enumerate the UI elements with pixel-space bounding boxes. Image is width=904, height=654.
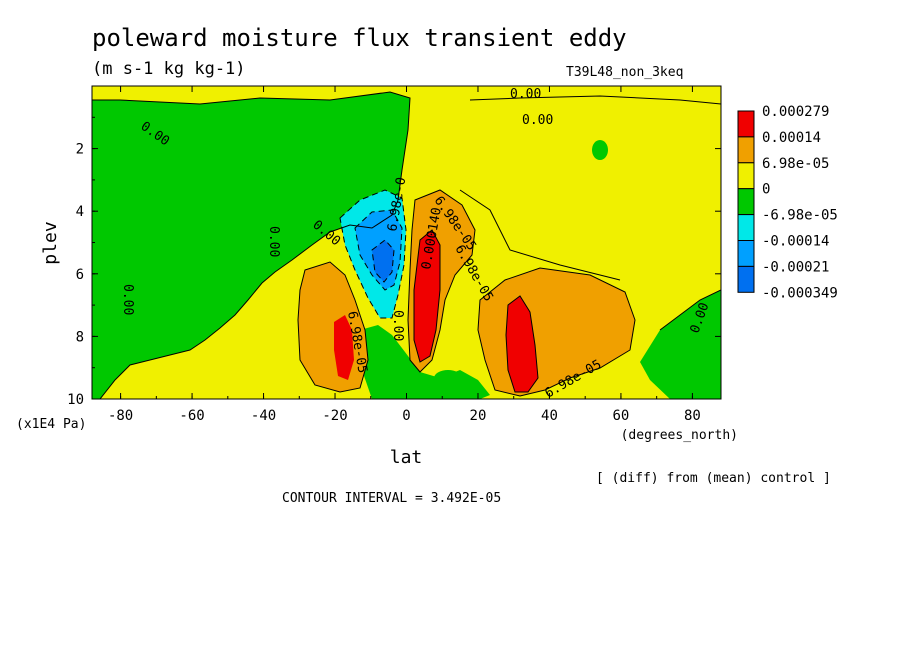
colorbar-swatch (737, 110, 755, 138)
y-axis-units: (x1E4 Pa) (16, 417, 86, 432)
y-axis: 2 4 6 8 10 (67, 116, 721, 408)
colorbar-legend: 0.000279 0.00014 6.98e-05 0 -6.98e-05 -0.0001… (737, 104, 838, 301)
x-tick-label: 80 (684, 408, 701, 424)
chart-subtitle: (m s-1 kg kg-1) (92, 59, 246, 79)
colorbar-label: -0.000349 (762, 285, 838, 301)
x-tick-label: -60 (179, 408, 204, 424)
colorbar-swatch (737, 265, 755, 293)
x-axis-units: (degrees_north) (621, 428, 738, 443)
colorbar-label: -6.98e-05 (762, 208, 838, 224)
x-axis: -80 -60 -40 -20 0 20 40 60 80 (108, 86, 701, 424)
colorbar-label: -0.00014 (762, 234, 829, 250)
fill-band-red-north (506, 296, 538, 392)
colorbar-swatch (737, 214, 755, 242)
fill-band-green-south (92, 92, 410, 399)
x-tick-label: 40 (541, 408, 558, 424)
y-tick-label: 10 (67, 392, 84, 408)
x-tick-label: -20 (322, 408, 347, 424)
x-tick-label: -40 (251, 408, 276, 424)
contour-interval-note: CONTOUR INTERVAL = 3.492E-05 (282, 491, 501, 506)
fill-band-red-south (334, 315, 354, 380)
fill-band-red-eq (414, 230, 440, 362)
x-axis-label: lat (390, 447, 423, 468)
x-tick-label: -80 (108, 408, 133, 424)
run-label: T39L48_non_3keq (566, 65, 683, 80)
y-tick-label: 6 (76, 267, 84, 283)
contour-label: 0.00 (266, 226, 281, 257)
fill-band-blue (372, 240, 394, 282)
colorbar-swatch (737, 240, 755, 267)
y-tick-label: 4 (76, 204, 84, 220)
x-tick-label: 20 (470, 408, 487, 424)
fill-band-green-spot-a (592, 140, 608, 160)
contour-label: 0.00 (522, 113, 553, 128)
contour-label: 0.00 (390, 310, 405, 341)
negative-contour-lines (339, 189, 407, 319)
colorbar-label: 0 (762, 182, 770, 198)
fill-band-green-spot-b (434, 370, 462, 386)
colorbar-label: 6.98e-05 (762, 156, 829, 172)
colorbar-label: 0.00014 (762, 130, 821, 146)
contour-label: 0.00 (510, 87, 541, 102)
colorbar-swatch (737, 162, 755, 190)
x-tick-label: 60 (613, 408, 630, 424)
x-tick-label: 0 (402, 408, 410, 424)
chart-title: poleward moisture flux transient eddy (92, 24, 627, 52)
plot-area: 0.00 0.00 0.00 0.00 0.00 0.00 0.00 0.00 … (67, 85, 722, 424)
contour-label: 0.00 (120, 284, 135, 315)
y-tick-label: 2 (76, 142, 84, 158)
fill-band-green-north (640, 290, 721, 399)
y-tick-label: 8 (76, 329, 84, 345)
diff-note: [ (diff) from (mean) control ] (596, 471, 831, 486)
colorbar-swatch (737, 188, 755, 216)
colorbar-label: 0.000279 (762, 104, 829, 120)
contour-lines (92, 91, 721, 399)
filled-contours: 0.00 0.00 0.00 0.00 0.00 0.00 0.00 0.00 … (92, 86, 721, 399)
y-axis-label: plev (40, 221, 61, 264)
colorbar-label: -0.00021 (762, 259, 829, 275)
colorbar-swatch (737, 136, 755, 164)
